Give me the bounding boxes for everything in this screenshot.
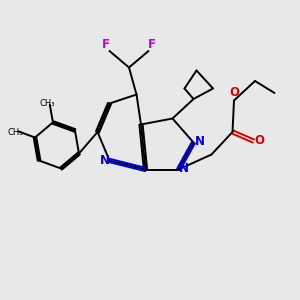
Text: F: F — [148, 38, 156, 51]
Text: CH₃: CH₃ — [40, 99, 55, 108]
Text: N: N — [178, 162, 189, 175]
Text: O: O — [254, 134, 265, 148]
Text: N: N — [194, 135, 205, 148]
Text: O: O — [230, 86, 240, 100]
Text: N: N — [99, 154, 110, 167]
Text: CH₃: CH₃ — [8, 128, 23, 137]
Text: F: F — [102, 38, 110, 51]
